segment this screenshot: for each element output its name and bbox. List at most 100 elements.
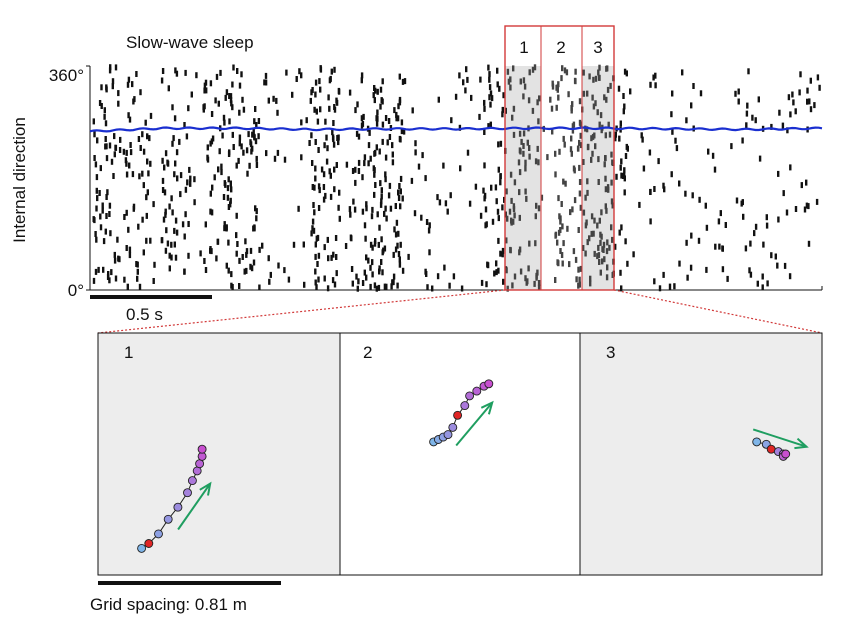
spike-mark-400 [166, 240, 170, 247]
spike-mark-428 [813, 102, 816, 109]
spike-mark-1052 [815, 198, 819, 205]
spike-mark-1035 [398, 135, 402, 142]
spike-mark-246 [484, 206, 488, 213]
spike-mark-213 [238, 283, 241, 289]
spike-mark-999 [163, 164, 166, 171]
spike-mark-175 [652, 74, 655, 81]
spike-mark-422 [187, 105, 190, 112]
spike-mark-132 [685, 239, 688, 246]
spike-mark-95 [380, 236, 383, 243]
spike-mark-664 [297, 205, 300, 212]
spike-mark-1017 [384, 171, 387, 178]
spike-mark-908 [614, 131, 617, 138]
spike-mark-269 [118, 256, 121, 263]
spike-mark-755 [599, 269, 602, 276]
spike-mark-359 [318, 187, 321, 194]
spike-mark-37 [185, 133, 189, 140]
spike-mark-585 [537, 205, 541, 212]
spike-mark-425 [806, 98, 809, 105]
spike-mark-501 [362, 113, 365, 120]
spike-mark-1120 [606, 264, 609, 271]
spike-mark-312 [424, 175, 427, 182]
spike-mark-652 [224, 94, 227, 101]
spike-mark-192 [741, 137, 744, 144]
spike-mark-373 [425, 219, 429, 225]
spike-mark-1005 [670, 171, 673, 178]
spike-mark-267 [398, 256, 401, 263]
spike-mark-29 [489, 121, 492, 128]
spike-mark-474 [531, 66, 535, 73]
spike-mark-287 [226, 194, 230, 201]
spike-mark-58 [126, 283, 129, 290]
spike-mark-1047 [620, 172, 623, 179]
spike-mark-823 [509, 84, 512, 91]
spike-mark-542 [586, 90, 589, 97]
spike-mark-324 [163, 189, 167, 196]
spike-mark-79 [225, 262, 228, 269]
spike-mark-821 [374, 238, 377, 244]
spike-mark-281 [506, 285, 509, 292]
spike-mark-886 [231, 284, 234, 290]
spike-mark-218 [499, 250, 502, 257]
spike-mark-580 [313, 106, 316, 113]
spike-mark-656 [245, 267, 248, 274]
spike-mark-358 [326, 285, 330, 292]
spike-mark-502 [162, 216, 166, 223]
spike-mark-440 [623, 175, 626, 182]
spike-mark-555 [378, 148, 381, 155]
spike-mark-1089 [357, 168, 361, 174]
spike-mark-698 [226, 185, 230, 192]
spike-mark-697 [95, 205, 98, 212]
spike-mark-758 [171, 209, 174, 216]
spike-mark-515 [392, 279, 395, 286]
spike-mark-189 [397, 189, 400, 196]
spike-mark-919 [399, 175, 403, 182]
spike-mark-885 [774, 253, 777, 260]
spike-mark-702 [397, 251, 401, 257]
spike-mark-884 [564, 180, 567, 187]
highlight-window-1-fill [505, 66, 541, 290]
spike-mark-490 [336, 135, 339, 141]
spike-mark-230 [317, 252, 321, 259]
spike-mark-817 [129, 149, 133, 156]
spike-mark-94 [125, 149, 128, 156]
spike-mark-618 [512, 65, 515, 72]
spike-mark-510 [427, 227, 431, 234]
spike-mark-1038 [144, 119, 147, 126]
spike-mark-996 [488, 94, 491, 101]
spike-mark-299 [360, 77, 363, 84]
spike-mark-877 [238, 134, 242, 141]
spike-mark-612 [125, 209, 128, 216]
spike-mark-596 [357, 133, 361, 140]
spike-mark-1081 [589, 280, 592, 287]
spike-mark-103 [788, 273, 792, 280]
spike-mark-1044 [522, 93, 525, 100]
spike-mark-780 [300, 119, 303, 126]
spike-mark-477 [330, 68, 333, 75]
spike-mark-129 [575, 276, 578, 283]
spike-mark-890 [229, 197, 232, 204]
spike-mark-819 [512, 131, 516, 138]
spike-mark-117 [322, 196, 326, 203]
trajectory-point-2-7 [465, 391, 475, 401]
spike-mark-761 [351, 168, 355, 174]
spike-mark-597 [501, 251, 504, 258]
spike-mark-107 [355, 273, 358, 280]
spike-mark-176 [161, 68, 165, 74]
spike-mark-330 [506, 68, 510, 75]
spike-mark-683 [175, 229, 179, 236]
spike-mark-1022 [486, 262, 490, 269]
spike-mark-530 [241, 254, 244, 260]
spike-mark-1131 [309, 97, 312, 104]
spike-mark-657 [172, 135, 175, 142]
spike-mark-427 [255, 215, 258, 222]
spike-mark-34 [614, 135, 617, 142]
panel-label-2: 2 [363, 343, 372, 362]
spike-mark-722 [103, 113, 106, 120]
spike-mark-372 [689, 264, 693, 271]
spike-mark-145 [173, 241, 176, 248]
spike-mark-746 [319, 106, 322, 113]
spike-mark-468 [604, 186, 608, 193]
spike-mark-933 [493, 270, 496, 277]
spike-mark-466 [221, 132, 224, 139]
